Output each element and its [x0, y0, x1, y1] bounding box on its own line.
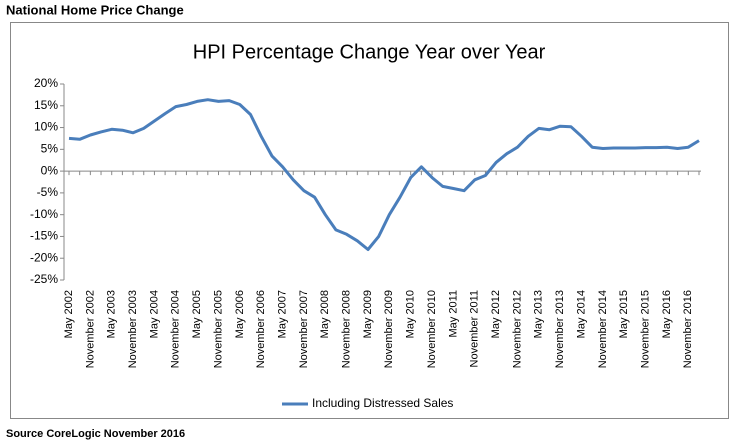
y-tick-label: -5% — [37, 185, 59, 199]
y-tick-label: -10% — [30, 207, 58, 221]
x-tick-label: November 2016 — [682, 290, 694, 368]
x-tick-label: November 2010 — [426, 290, 438, 368]
x-tick-label: May 2008 — [319, 290, 331, 338]
y-tick-label: 20% — [34, 76, 58, 90]
page-header: National Home Price Change — [6, 2, 184, 17]
x-tick-label: November 2012 — [511, 290, 523, 368]
x-tick-label: May 2002 — [63, 290, 75, 338]
y-tick-label: 10% — [34, 120, 58, 134]
chart-frame — [10, 22, 729, 419]
x-tick-label: November 2002 — [84, 290, 96, 368]
y-tick-label: 15% — [34, 98, 58, 112]
x-tick-label: May 2016 — [661, 290, 673, 338]
x-tick-label: May 2015 — [618, 290, 630, 338]
x-tick-label: November 2006 — [255, 290, 267, 368]
x-tick-label: November 2015 — [640, 290, 652, 368]
x-tick-label: November 2013 — [554, 290, 566, 368]
x-tick-label: May 2005 — [191, 290, 203, 338]
x-tick-label: May 2004 — [148, 290, 160, 338]
source-note: Source CoreLogic November 2016 — [6, 428, 185, 440]
x-tick-label: May 2013 — [533, 290, 545, 338]
x-tick-label: November 2005 — [212, 290, 224, 368]
x-tick-label: November 2008 — [341, 290, 353, 368]
x-tick-label: November 2003 — [127, 290, 139, 368]
line-series — [68, 98, 700, 251]
x-tick-label: May 2006 — [234, 290, 246, 338]
x-tick-label: November 2004 — [170, 290, 182, 368]
chart-title: HPI Percentage Change Year over Year — [193, 41, 546, 63]
x-tick-label: May 2003 — [106, 290, 118, 338]
x-tick-label: November 2014 — [597, 290, 609, 368]
legend-label: Including Distressed Sales — [312, 396, 453, 410]
x-tick-label: November 2007 — [298, 290, 310, 368]
x-tick-label: May 2014 — [575, 290, 587, 338]
x-tick-label: May 2011 — [447, 290, 459, 338]
x-tick-label: May 2012 — [490, 290, 502, 338]
y-tick-label: 5% — [41, 142, 59, 156]
y-tick-label: 0% — [41, 163, 59, 177]
x-tick-label: November 2011 — [469, 290, 481, 367]
x-tick-label: May 2010 — [405, 290, 417, 338]
y-tick-label: -25% — [30, 272, 58, 286]
y-tick-label: -20% — [30, 250, 58, 264]
x-tick-label: May 2007 — [276, 290, 288, 338]
x-tick-label: May 2009 — [362, 290, 374, 338]
x-tick-label: November 2009 — [383, 290, 395, 368]
y-tick-label: -15% — [30, 229, 58, 243]
